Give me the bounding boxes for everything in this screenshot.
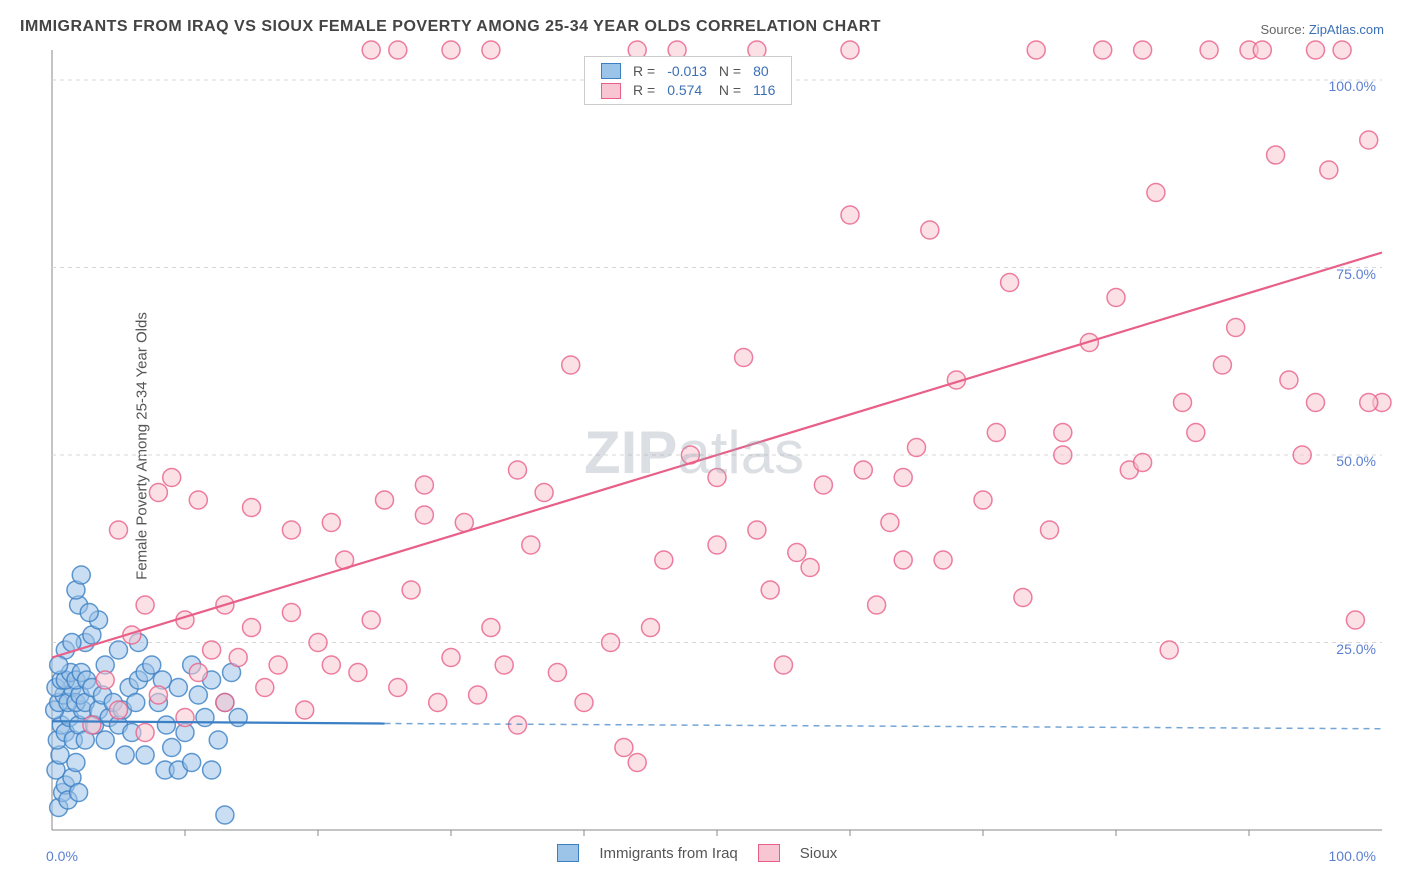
n-label-1: N =	[713, 61, 747, 80]
x-tick-label: 100.0%	[1329, 848, 1376, 864]
y-tick-label: 25.0%	[1336, 641, 1376, 657]
y-tick-label: 100.0%	[1329, 78, 1376, 94]
r-label-1: R =	[627, 61, 661, 80]
r-label-2: R =	[627, 80, 661, 99]
correlation-legend: R = -0.013 N = 80 R = 0.574 N = 116	[584, 56, 792, 105]
r-value-iraq: -0.013	[661, 61, 713, 80]
legend-label-iraq: Immigrants from Iraq	[599, 845, 737, 862]
series-legend: Immigrants from Iraq Sioux	[557, 844, 837, 862]
x-tick-label: 0.0%	[46, 848, 78, 864]
n-value-iraq: 80	[747, 61, 781, 80]
n-label-2: N =	[713, 80, 747, 99]
swatch-sioux-icon	[601, 83, 621, 99]
swatch-sioux-bottom-icon	[758, 844, 780, 862]
swatch-iraq-bottom-icon	[557, 844, 579, 862]
y-tick-label: 50.0%	[1336, 453, 1376, 469]
n-value-sioux: 116	[747, 80, 781, 99]
y-tick-label: 75.0%	[1336, 266, 1376, 282]
scatter-chart	[0, 0, 1406, 892]
swatch-iraq-icon	[601, 63, 621, 79]
r-value-sioux: 0.574	[661, 80, 713, 99]
legend-label-sioux: Sioux	[800, 845, 838, 862]
